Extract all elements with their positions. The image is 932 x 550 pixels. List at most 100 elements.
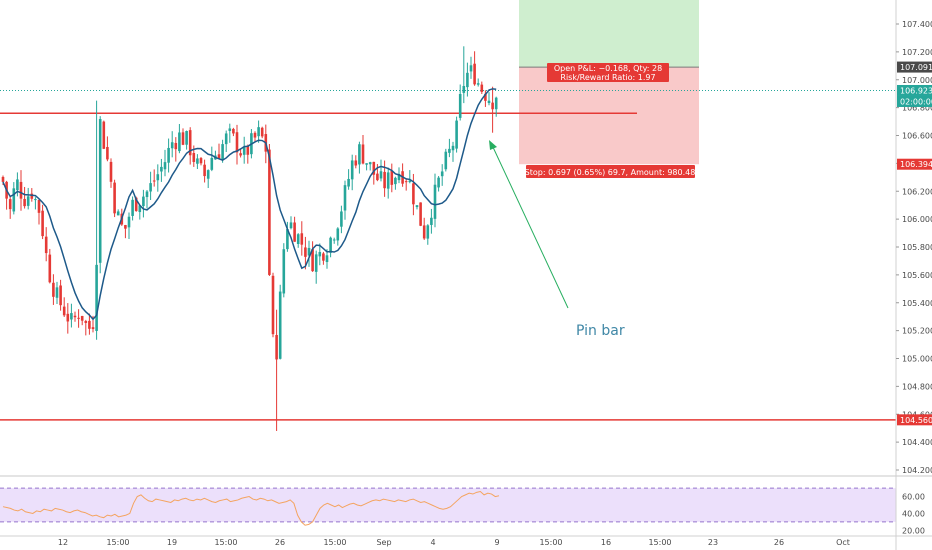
candle[interactable] bbox=[343, 180, 347, 220]
candle[interactable] bbox=[444, 148, 448, 172]
candle[interactable] bbox=[448, 138, 451, 158]
candle[interactable] bbox=[163, 149, 167, 177]
candle[interactable] bbox=[311, 241, 314, 272]
candle[interactable] bbox=[329, 236, 332, 258]
candle[interactable] bbox=[232, 127, 235, 137]
candle[interactable] bbox=[469, 56, 473, 79]
candle[interactable] bbox=[260, 126, 264, 139]
candle[interactable] bbox=[206, 169, 210, 189]
candle[interactable] bbox=[412, 173, 415, 216]
candle[interactable] bbox=[178, 123, 181, 154]
candle[interactable] bbox=[152, 169, 156, 187]
position-loss-zone[interactable] bbox=[519, 67, 699, 165]
candle[interactable] bbox=[145, 189, 149, 209]
candle[interactable] bbox=[473, 51, 476, 86]
pin-bar-arrow[interactable] bbox=[491, 144, 569, 309]
candle[interactable] bbox=[26, 187, 30, 210]
candle[interactable] bbox=[102, 120, 106, 150]
candle[interactable] bbox=[458, 84, 462, 121]
candle[interactable] bbox=[487, 92, 491, 106]
candle[interactable] bbox=[268, 144, 271, 277]
candle[interactable] bbox=[300, 221, 304, 256]
candle[interactable] bbox=[210, 146, 214, 172]
candle[interactable] bbox=[188, 127, 192, 165]
candle[interactable] bbox=[350, 154, 354, 191]
candle[interactable] bbox=[217, 143, 221, 159]
candle[interactable] bbox=[462, 46, 466, 104]
candle[interactable] bbox=[437, 175, 440, 192]
candle[interactable] bbox=[433, 173, 437, 228]
candle[interactable] bbox=[390, 163, 394, 193]
candle[interactable] bbox=[109, 158, 113, 188]
candle[interactable] bbox=[142, 189, 145, 218]
candle[interactable] bbox=[8, 195, 12, 219]
candle[interactable] bbox=[296, 233, 300, 248]
candle[interactable] bbox=[340, 205, 343, 234]
candle[interactable] bbox=[293, 216, 296, 242]
candle[interactable] bbox=[127, 212, 131, 240]
candle[interactable] bbox=[19, 170, 23, 211]
candle[interactable] bbox=[149, 171, 152, 201]
candle[interactable] bbox=[44, 227, 48, 262]
candle[interactable] bbox=[275, 309, 278, 431]
candle[interactable] bbox=[12, 182, 16, 215]
candle[interactable] bbox=[415, 205, 419, 210]
candle[interactable] bbox=[282, 243, 286, 298]
candle[interactable] bbox=[185, 130, 188, 150]
candle[interactable] bbox=[394, 176, 397, 190]
candle[interactable] bbox=[181, 128, 185, 146]
candle[interactable] bbox=[404, 178, 408, 191]
moving-average-line[interactable] bbox=[2, 88, 497, 321]
candle[interactable] bbox=[88, 313, 91, 335]
candle[interactable] bbox=[386, 167, 390, 199]
candle[interactable] bbox=[347, 169, 350, 190]
candle[interactable] bbox=[235, 124, 239, 165]
candle[interactable] bbox=[124, 224, 127, 239]
candle[interactable] bbox=[174, 137, 178, 162]
candle[interactable] bbox=[307, 240, 311, 267]
candle[interactable] bbox=[484, 90, 487, 107]
candle[interactable] bbox=[286, 221, 289, 252]
candle[interactable] bbox=[336, 227, 340, 246]
candle[interactable] bbox=[98, 116, 102, 274]
candle[interactable] bbox=[440, 164, 444, 186]
candle[interactable] bbox=[73, 311, 77, 322]
candle[interactable] bbox=[160, 158, 163, 182]
candle[interactable] bbox=[170, 131, 174, 158]
candle[interactable] bbox=[80, 315, 84, 326]
rsi-line[interactable] bbox=[2, 490, 500, 526]
candle[interactable] bbox=[228, 123, 232, 143]
candle[interactable] bbox=[62, 297, 66, 317]
candle[interactable] bbox=[131, 196, 134, 221]
candle[interactable] bbox=[59, 279, 62, 311]
candle[interactable] bbox=[289, 216, 293, 230]
candle[interactable] bbox=[246, 144, 250, 164]
candle[interactable] bbox=[23, 186, 26, 209]
candle[interactable] bbox=[372, 161, 376, 185]
candle[interactable] bbox=[455, 116, 458, 153]
candle[interactable] bbox=[451, 141, 455, 162]
candle[interactable] bbox=[41, 204, 44, 240]
candle[interactable] bbox=[196, 154, 199, 169]
candle[interactable] bbox=[52, 274, 55, 305]
candle[interactable] bbox=[221, 139, 224, 163]
candle[interactable] bbox=[239, 149, 242, 158]
candle[interactable] bbox=[84, 319, 88, 336]
candle[interactable] bbox=[224, 130, 228, 153]
candle[interactable] bbox=[55, 281, 59, 305]
candle[interactable] bbox=[278, 284, 282, 360]
candle[interactable] bbox=[379, 159, 383, 182]
candle[interactable] bbox=[322, 251, 325, 265]
candle[interactable] bbox=[34, 197, 37, 210]
candle[interactable] bbox=[138, 205, 142, 220]
candle[interactable] bbox=[476, 78, 480, 87]
candle[interactable] bbox=[368, 161, 372, 171]
candle[interactable] bbox=[167, 138, 170, 173]
candle[interactable] bbox=[203, 159, 206, 183]
candle[interactable] bbox=[48, 248, 52, 284]
candle[interactable] bbox=[361, 134, 365, 165]
candle[interactable] bbox=[358, 141, 361, 174]
time-axis[interactable]: 12 15:00 19 15:00 26 15:00 Sep 4 9 15:00 16 15:00 23… bbox=[58, 538, 850, 547]
candle[interactable] bbox=[304, 236, 307, 270]
